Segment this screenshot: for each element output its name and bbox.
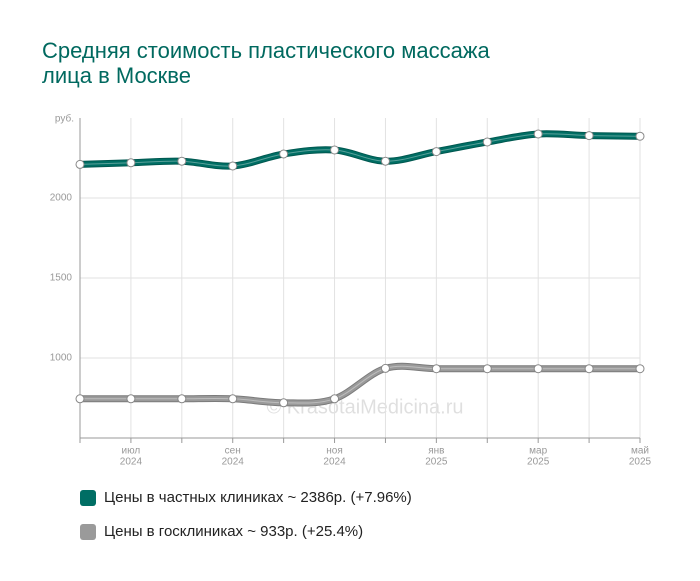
x-tick-label: 2024 [120, 457, 143, 468]
y-axis-label: руб. [55, 113, 74, 125]
legend-label: Цены в частных клиниках ~ 2386р. (+7.96%… [104, 489, 412, 506]
point [228, 394, 238, 404]
legend-label: Цены в госклиниках ~ 933р. (+25.4%) [104, 523, 363, 540]
point [75, 394, 85, 404]
x-tick-label: ноя [326, 446, 343, 457]
point [380, 363, 390, 373]
point [533, 129, 543, 139]
point [330, 394, 340, 404]
point [126, 158, 136, 168]
legend-swatch [80, 524, 96, 540]
point [279, 398, 289, 408]
point [635, 131, 645, 141]
point [482, 137, 492, 147]
x-tick-label: 2025 [425, 457, 448, 468]
chart-title: Средняя стоимость пластического массажа [42, 38, 491, 63]
y-tick-label: 1000 [50, 353, 73, 364]
x-tick-label: мар [529, 446, 547, 457]
point [126, 394, 136, 404]
point [533, 364, 543, 374]
point [482, 364, 492, 374]
point [279, 149, 289, 159]
point [380, 156, 390, 166]
x-tick-label: 2025 [527, 457, 550, 468]
x-tick-label: июл [122, 446, 141, 457]
point [330, 145, 340, 155]
legend-swatch [80, 490, 96, 506]
chart-title: лица в Москве [42, 63, 191, 88]
point [584, 131, 594, 141]
point [635, 364, 645, 374]
point [228, 161, 238, 171]
point [177, 394, 187, 404]
y-tick-label: 1500 [50, 273, 73, 284]
point [75, 159, 85, 169]
x-tick-label: 2024 [222, 457, 245, 468]
point [431, 147, 441, 157]
x-tick-label: сен [225, 446, 241, 457]
point [584, 364, 594, 374]
y-tick-label: 2000 [50, 193, 73, 204]
point [431, 364, 441, 374]
x-tick-label: янв [428, 446, 444, 457]
x-tick-label: 2025 [629, 457, 652, 468]
line-highlight [79, 133, 641, 167]
x-tick-label: 2024 [323, 457, 346, 468]
point [177, 156, 187, 166]
x-tick-label: май [631, 446, 649, 457]
